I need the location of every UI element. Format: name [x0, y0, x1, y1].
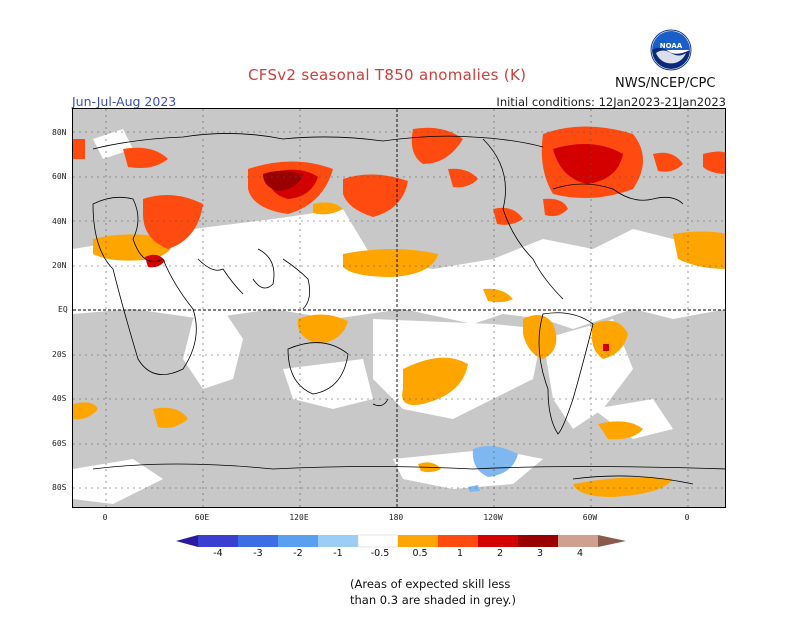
colorbar-label: -0.5 [370, 548, 390, 559]
lon-label-60e: 60E [194, 513, 210, 522]
colorbar-label: -2 [293, 548, 303, 559]
noaa-logo-icon: NOAA [650, 29, 692, 71]
lon-label-60w: 60W [582, 513, 598, 522]
skill-note-line: (Areas of expected skill less [350, 577, 511, 591]
colorbar-label: 3 [536, 548, 544, 559]
colorbar-swatch [318, 535, 358, 547]
lon-label-180: 180 [388, 513, 404, 522]
anomaly-blue-areas [468, 445, 518, 492]
colorbar-label: 4 [576, 548, 584, 559]
colorbar-swatch [357, 534, 399, 548]
lon-label-120e: 120E [289, 513, 309, 522]
logo-text: NOAA [660, 42, 683, 50]
initial-conditions-label: Initial conditions: 12Jan2023-21Jan2023 [496, 95, 726, 109]
colorbar-swatch [518, 535, 558, 547]
colorbar-swatch [238, 535, 278, 547]
equator-dateline [73, 109, 725, 507]
colorbar-swatch [398, 535, 438, 547]
lat-label-eq: EQ [58, 305, 68, 314]
colorbar [176, 534, 626, 548]
coastlines [92, 133, 725, 485]
lat-label-60s: 60S [52, 439, 67, 448]
colorbar-swatch [438, 535, 478, 547]
skill-note-line: than 0.3 are shaded in grey.) [350, 593, 516, 607]
lon-label-120w: 120W [483, 513, 503, 522]
anomaly-maroon-areas [263, 170, 303, 191]
agency-label: NWS/NCEP/CPC [615, 76, 716, 91]
map-title: CFSv2 seasonal T850 anomalies (K) [248, 66, 527, 84]
colorbar-swatch [278, 535, 318, 547]
lat-label-20n: 20N [52, 261, 67, 270]
skill-note: (Areas of expected skill less than 0.3 a… [350, 576, 516, 608]
anomaly-orange-areas [73, 202, 725, 497]
colorbar-swatch [198, 535, 238, 547]
colorbar-label: 1 [456, 548, 464, 559]
colorbar-label: -3 [253, 548, 263, 559]
season-label: Jun-Jul-Aug 2023 [72, 94, 177, 109]
lat-label-40n: 40N [52, 217, 67, 226]
colorbar-label: -4 [213, 548, 223, 559]
lat-label-60n: 60N [52, 172, 67, 181]
lat-label-80n: 80N [52, 128, 67, 137]
forecast-map [72, 108, 726, 508]
colorbar-label: -1 [333, 548, 343, 559]
lat-label-20s: 20S [52, 350, 67, 359]
lon-label-0: 0 [102, 513, 108, 522]
lat-label-40s: 40S [52, 394, 67, 403]
lon-label-0-east: 0 [684, 513, 690, 522]
gridlines [73, 109, 725, 507]
colorbar-swatch [478, 535, 518, 547]
colorbar-label: 2 [496, 548, 504, 559]
colorbar-arrow-high [598, 535, 626, 547]
colorbar-label: 0.5 [412, 548, 428, 559]
colorbar-arrow-low [176, 535, 198, 547]
lat-label-80s: 80S [52, 483, 67, 492]
colorbar-swatch [558, 535, 598, 547]
